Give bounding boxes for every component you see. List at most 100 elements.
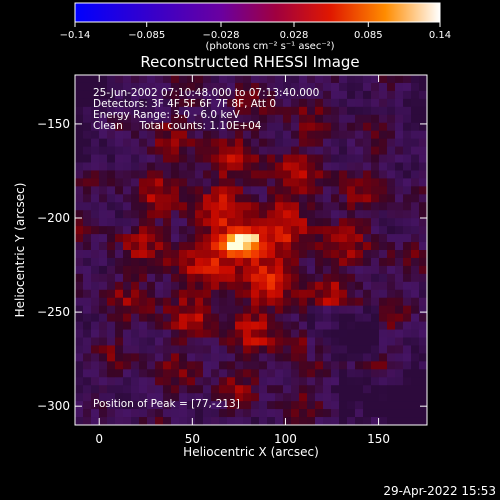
heatmap-cell: [315, 329, 324, 338]
heatmap-cell: [395, 210, 404, 219]
heatmap-cell: [83, 329, 92, 338]
heatmap-cell: [315, 226, 324, 235]
heatmap-cell: [147, 122, 156, 132]
heatmap-cell: [107, 401, 116, 410]
heatmap-cell: [419, 281, 428, 291]
heatmap-cell: [155, 75, 164, 84]
heatmap-cell: [179, 385, 188, 394]
heatmap-cell: [211, 106, 220, 116]
heatmap-cell: [163, 114, 172, 124]
heatmap-cell: [187, 393, 196, 402]
heatmap-cell: [355, 250, 364, 259]
heatmap-cell: [403, 90, 412, 100]
heatmap-cell: [235, 162, 244, 171]
heatmap-cell: [307, 313, 316, 322]
heatmap-cell: [387, 305, 396, 315]
heatmap-cell: [171, 202, 180, 211]
heatmap-cell: [75, 329, 84, 338]
heatmap-cell: [155, 170, 164, 179]
heatmap-cell: [91, 353, 100, 362]
heatmap-cell: [115, 377, 124, 386]
heatmap-cell: [331, 218, 340, 227]
heatmap-cell: [83, 162, 92, 171]
heatmap-cell: [267, 401, 276, 410]
heatmap-cell: [339, 329, 348, 338]
heatmap-cell: [155, 82, 164, 92]
heatmap-cell: [371, 329, 380, 338]
heatmap-cell: [283, 250, 292, 259]
heatmap-cell: [275, 289, 284, 299]
heatmap-cell: [123, 369, 132, 378]
heatmap-cell: [267, 138, 276, 147]
heatmap-cell: [219, 265, 228, 275]
heatmap-cell: [83, 98, 92, 108]
heatmap-cell: [163, 273, 172, 283]
heatmap-cell: [251, 130, 260, 140]
heatmap-cell: [219, 361, 228, 370]
heatmap-cell: [259, 146, 268, 155]
heatmap-cell: [291, 130, 300, 140]
heatmap-cell: [379, 417, 388, 426]
heatmap-cell: [275, 170, 284, 179]
heatmap-cell: [107, 146, 116, 155]
heatmap-cell: [115, 114, 124, 124]
heatmap-cell: [347, 210, 356, 219]
heatmap-cell: [83, 265, 92, 275]
heatmap-cell: [331, 345, 340, 354]
heatmap-cell: [275, 337, 284, 346]
heatmap-cell: [411, 178, 420, 187]
heatmap-cell: [251, 369, 260, 378]
heatmap-cell: [123, 257, 132, 267]
heatmap-cell: [83, 218, 92, 227]
heatmap-cell: [283, 329, 292, 338]
heatmap-cell: [243, 345, 252, 354]
heatmap-cell: [155, 409, 164, 418]
heatmap-cell: [211, 130, 220, 140]
heatmap-cell: [411, 114, 420, 124]
heatmap-cell: [339, 170, 348, 179]
heatmap-cell: [379, 281, 388, 291]
heatmap-cell: [163, 250, 172, 259]
heatmap-cell: [147, 337, 156, 346]
heatmap-cell: [139, 345, 148, 354]
heatmap-cell: [411, 305, 420, 315]
heatmap-cell: [163, 138, 172, 147]
heatmap-cell: [227, 122, 236, 132]
heatmap-cell: [291, 250, 300, 259]
heatmap-cell: [363, 265, 372, 275]
heatmap-cell: [331, 146, 340, 155]
heatmap-cell: [315, 162, 324, 171]
heatmap-cell: [155, 226, 164, 235]
heatmap-cell: [403, 82, 412, 92]
heatmap-cell: [307, 218, 316, 227]
heatmap-cell: [347, 90, 356, 100]
heatmap-cell: [235, 265, 244, 275]
heatmap-cell: [123, 409, 132, 418]
heatmap-cell: [251, 234, 260, 243]
heatmap-cell: [387, 409, 396, 418]
heatmap-cell: [379, 361, 388, 370]
heatmap-cell: [275, 178, 284, 187]
heatmap-cell: [123, 138, 132, 147]
heatmap-cell: [355, 353, 364, 362]
heatmap-cell: [251, 170, 260, 179]
heatmap-cell: [155, 218, 164, 227]
heatmap-cell: [147, 90, 156, 100]
heatmap-cell: [235, 377, 244, 386]
heatmap-cell: [99, 186, 108, 195]
heatmap-cell: [411, 337, 420, 346]
heatmap-cell: [75, 210, 84, 219]
heatmap-cell: [251, 90, 260, 100]
heatmap-cell: [315, 369, 324, 378]
heatmap-cell: [371, 313, 380, 322]
heatmap-cell: [227, 178, 236, 187]
heatmap-cell: [147, 106, 156, 116]
heatmap-cell: [363, 146, 372, 155]
heatmap-cell: [147, 130, 156, 140]
heatmap-cell: [139, 289, 148, 299]
heatmap-cell: [115, 257, 124, 267]
heatmap-cell: [123, 329, 132, 338]
heatmap-cell: [347, 250, 356, 259]
heatmap-cell: [419, 250, 428, 259]
heatmap-cell: [179, 401, 188, 410]
